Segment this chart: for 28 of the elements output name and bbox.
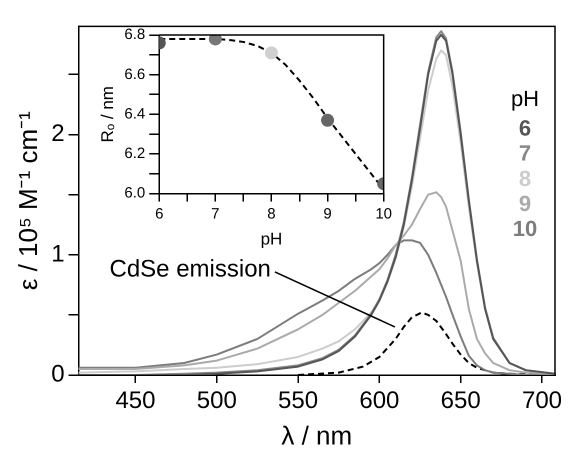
text: 7 — [518, 140, 532, 166]
y-tick-label: 6.8 — [124, 26, 146, 44]
x-tick-label: 450 — [115, 387, 156, 414]
text: 6 — [518, 115, 532, 140]
y-tick-label: 6.2 — [124, 145, 146, 162]
x-tick-label: 600 — [359, 387, 400, 414]
y-tick-label: 1 — [51, 240, 65, 268]
x-tick-label: 550 — [278, 387, 318, 414]
x-tick-label: 10 — [375, 206, 392, 223]
point — [264, 46, 278, 60]
x-tick-label: 650 — [440, 387, 481, 414]
y-tick-label: 6.0 — [124, 184, 146, 202]
x-axis-title: λ / nm — [281, 420, 352, 451]
x-tick-label: 8 — [267, 206, 276, 223]
y-axis-title: Rₒ / nm — [98, 86, 117, 143]
x-axis-title: pH — [260, 229, 282, 248]
x-tick-label: 700 — [522, 387, 562, 414]
x-tick-label: 7 — [211, 206, 220, 223]
annotation: CdSe emission — [109, 256, 271, 283]
legend-title: pH — [510, 86, 540, 112]
x-tick-label: 9 — [323, 206, 332, 223]
y-tick-label: 6.4 — [124, 105, 146, 122]
y-axis-title: ε / 10⁵ M⁻¹ cm⁻¹ — [12, 110, 43, 290]
y-tick-label: 6.6 — [124, 66, 146, 83]
x-tick-label: 6 — [155, 206, 164, 223]
y-tick-label: 2 — [51, 120, 65, 148]
x-tick-label: 500 — [196, 387, 237, 414]
y-tick-label: 0 — [51, 360, 65, 388]
